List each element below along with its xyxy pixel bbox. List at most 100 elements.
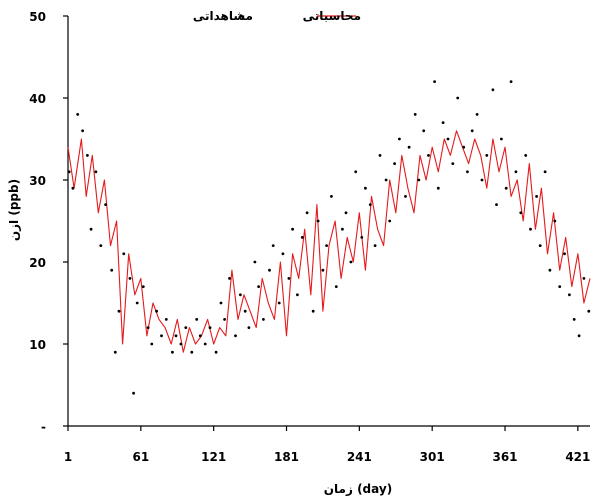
observed-point — [456, 96, 460, 100]
observed-point — [94, 170, 98, 174]
observed-point — [446, 137, 450, 141]
observed-point — [553, 219, 557, 223]
observed-point — [71, 186, 75, 190]
observed-point — [247, 326, 251, 329]
observed-point — [89, 227, 93, 231]
observed-point — [504, 186, 508, 190]
series-layer — [67, 80, 591, 395]
observed-point — [543, 170, 547, 174]
observed-point — [184, 326, 188, 329]
observed-point — [223, 318, 227, 321]
observed-point — [291, 227, 294, 231]
observed-point — [257, 285, 260, 288]
x-tick-label: 181 — [274, 450, 299, 464]
observed-point — [208, 326, 212, 329]
observed-point — [491, 88, 495, 92]
observed-point — [341, 227, 344, 231]
observed-point — [81, 129, 84, 133]
observed-point — [568, 293, 571, 297]
observed-point — [470, 129, 474, 133]
legend-marker-observed — [239, 14, 243, 18]
observed-point — [316, 219, 320, 223]
observed-point — [150, 342, 154, 346]
observed-point — [480, 178, 484, 182]
observed-point — [174, 334, 178, 338]
observed-point — [548, 268, 552, 272]
observed-point — [462, 145, 466, 149]
observed-point — [219, 301, 223, 305]
observed-point — [325, 244, 328, 248]
observed-point — [427, 154, 430, 157]
legend-label-computed: محاسباتی — [303, 9, 361, 23]
observed-point — [86, 154, 89, 157]
observed-point — [485, 154, 489, 157]
observed-point — [113, 350, 117, 354]
x-axis-title: زمان (day) — [324, 482, 392, 496]
observed-point — [349, 260, 353, 264]
observed-point — [330, 195, 333, 198]
observed-point — [146, 326, 150, 329]
y-axis-title: ازن (ppb) — [7, 179, 21, 241]
observed-point — [277, 301, 281, 305]
observed-point — [451, 162, 455, 166]
observed-point — [373, 244, 377, 248]
x-tick-label: 61 — [132, 450, 149, 464]
observed-point — [404, 195, 407, 198]
y-tick-label: 40 — [29, 92, 46, 106]
observed-point — [422, 129, 426, 133]
observed-point — [563, 252, 566, 256]
observed-point — [393, 162, 396, 166]
observed-point — [558, 285, 562, 288]
observed-point — [239, 293, 242, 297]
observed-point — [529, 227, 532, 231]
observed-point — [344, 211, 348, 215]
observed-point — [228, 277, 231, 280]
observed-point — [253, 260, 257, 264]
observed-point — [296, 293, 299, 297]
observed-point — [76, 113, 80, 116]
observed-point — [538, 244, 542, 248]
observed-point — [378, 154, 382, 157]
observed-point — [577, 334, 581, 338]
observed-point — [500, 137, 503, 141]
observed-point — [321, 268, 325, 272]
observed-point — [132, 391, 136, 395]
x-tick-label: 241 — [347, 450, 372, 464]
x-tick-label: 361 — [492, 450, 517, 464]
observed-point — [179, 342, 183, 346]
observed-point — [587, 309, 591, 313]
observed-point — [214, 350, 218, 354]
observed-point — [398, 137, 401, 141]
observed-point — [407, 145, 411, 149]
observed-point — [334, 285, 338, 288]
observed-point — [524, 154, 528, 157]
observed-point — [466, 170, 469, 174]
observed-point — [117, 309, 121, 313]
observed-point — [234, 334, 237, 338]
y-tick-label: 50 — [29, 10, 46, 24]
observed-point — [110, 268, 114, 272]
observed-point — [135, 301, 139, 305]
y-tick-label: 30 — [29, 174, 46, 188]
observed-point — [195, 318, 199, 321]
y-tick-label: 10 — [29, 338, 46, 352]
series-line-computed — [67, 130, 591, 353]
y-tick-label: - — [41, 420, 46, 434]
observed-point — [287, 277, 291, 280]
observed-point — [360, 236, 364, 239]
observed-point — [160, 334, 163, 338]
x-tick-label: 121 — [201, 450, 226, 464]
observed-point — [300, 236, 304, 239]
observed-point — [190, 350, 194, 354]
observed-point — [305, 211, 309, 215]
x-tick-label: 1 — [64, 450, 72, 464]
observed-point — [368, 203, 372, 207]
observed-point — [495, 203, 498, 207]
observed-point — [388, 219, 392, 223]
observed-point — [171, 350, 174, 354]
observed-point — [104, 203, 107, 207]
y-ticks: - 10 20 30 40 50 — [29, 10, 68, 434]
observed-point — [271, 244, 275, 248]
observed-point — [514, 170, 518, 174]
